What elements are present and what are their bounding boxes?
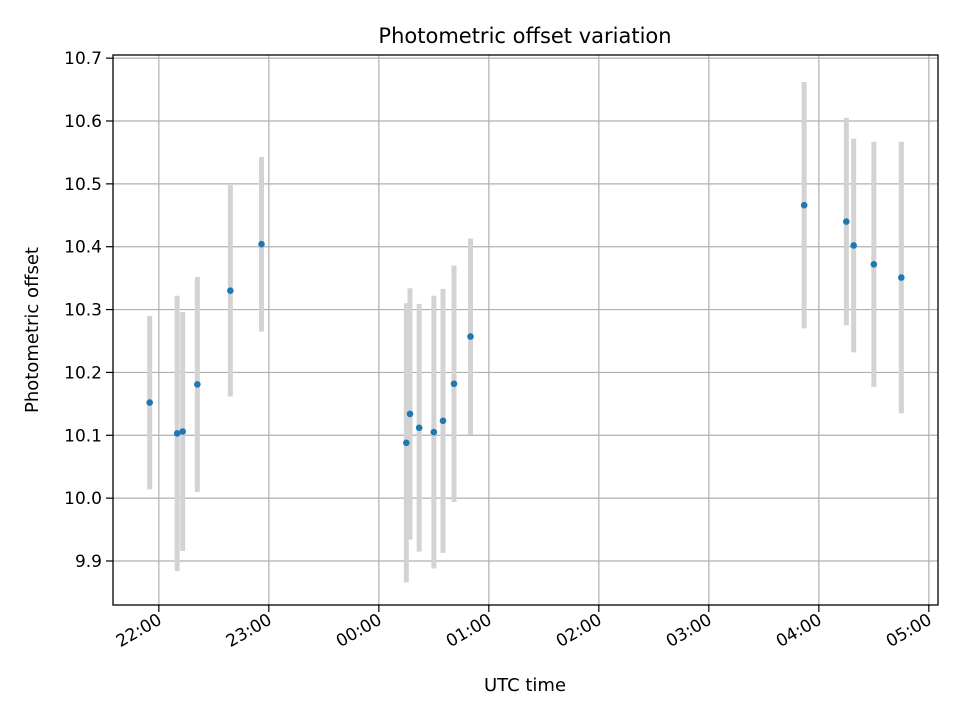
y-tick-label: 10.0: [64, 489, 102, 509]
data-point: [258, 240, 265, 248]
y-tick-label: 10.3: [64, 301, 102, 321]
data-point: [146, 399, 153, 406]
data-point: [870, 261, 878, 268]
y-tick-label: 9.9: [75, 552, 102, 572]
y-tick-label: 10.7: [64, 49, 102, 69]
y-axis-label: Photometric offset: [22, 247, 43, 413]
data-point: [403, 439, 410, 447]
data-point: [850, 242, 857, 249]
data-point: [467, 333, 474, 340]
y-tick-label: 10.6: [64, 112, 102, 132]
data-point: [430, 428, 438, 436]
data-point: [179, 428, 186, 435]
data-point: [898, 274, 905, 281]
data-point: [843, 218, 850, 225]
data-point: [800, 201, 808, 209]
data-point: [406, 410, 414, 418]
data-point: [450, 380, 458, 388]
y-tick-label: 10.2: [64, 363, 102, 383]
y-tick-label: 10.5: [64, 175, 102, 195]
grid: [113, 55, 938, 605]
data-points: [146, 201, 905, 447]
plot-frame: [112, 54, 939, 606]
chart-title: Photometric offset variation: [378, 24, 671, 48]
y-tick-label: 10.1: [64, 426, 102, 446]
data-point: [194, 381, 201, 388]
data-point: [439, 417, 447, 425]
data-point: [173, 430, 181, 437]
y-tick-label: 10.4: [64, 238, 102, 258]
data-point: [227, 287, 234, 295]
x-axis-label: UTC time: [484, 675, 566, 696]
data-point: [415, 424, 423, 432]
